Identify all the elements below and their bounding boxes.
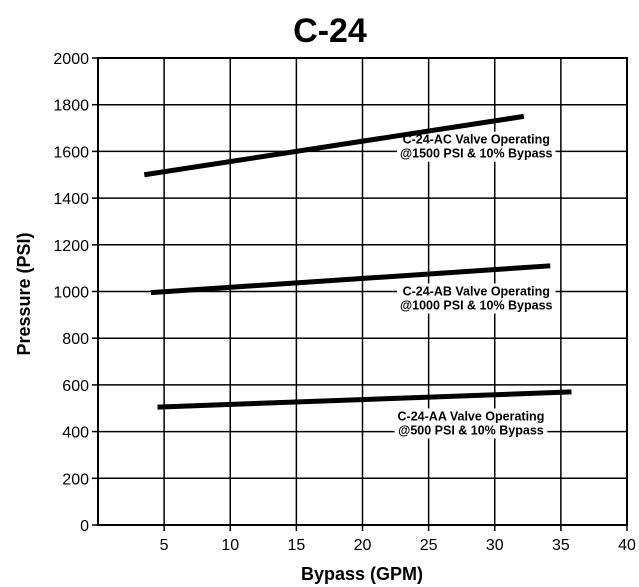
annotation-text: C-24-AA Valve Operating bbox=[398, 409, 545, 423]
annotation-text: C-24-AC Valve Operating bbox=[403, 133, 550, 147]
annotation-label: C-24-AC Valve Operating@1500 PSI & 10% B… bbox=[396, 131, 556, 162]
y-tick-label: 1000 bbox=[53, 285, 89, 302]
series-line bbox=[150, 263, 551, 296]
x-tick-label: 10 bbox=[221, 537, 239, 554]
annotation-label: C-24-AB Valve Operating@1000 PSI & 10% B… bbox=[396, 283, 556, 314]
y-tick-label: 400 bbox=[62, 425, 89, 442]
x-tick-label: 35 bbox=[552, 537, 570, 554]
y-tick-label: 1600 bbox=[53, 144, 89, 161]
x-axis-label: Bypass (GPM) bbox=[301, 564, 423, 584]
annotation-background bbox=[396, 131, 556, 162]
series-line bbox=[157, 389, 572, 410]
x-tick-label: 15 bbox=[287, 537, 305, 554]
y-axis-label: Pressure (PSI) bbox=[14, 232, 34, 355]
chart-title: C-24 bbox=[293, 12, 367, 50]
plot-frame bbox=[97, 57, 628, 526]
x-tick-label: 20 bbox=[354, 537, 372, 554]
y-tick-label: 200 bbox=[62, 471, 89, 488]
series-line bbox=[143, 113, 525, 178]
annotation-background bbox=[396, 283, 556, 314]
annotation-background bbox=[394, 408, 548, 439]
annotation-text: @1500 PSI & 10% Bypass bbox=[400, 147, 553, 161]
y-tick-label: 1400 bbox=[53, 191, 89, 208]
series bbox=[143, 113, 572, 410]
y-tick-label: 1200 bbox=[53, 238, 89, 255]
x-tick-label: 25 bbox=[420, 537, 438, 554]
x-tick-label: 5 bbox=[160, 537, 169, 554]
annotations: C-24-AC Valve Operating@1500 PSI & 10% B… bbox=[394, 131, 556, 439]
tick-labels: 5 10 15 20 25 30 35 400200400600800100012001400… bbox=[53, 51, 636, 554]
y-tick-label: 800 bbox=[62, 331, 89, 348]
annotation-label: C-24-AA Valve Operating@500 PSI & 10% By… bbox=[394, 408, 548, 439]
y-tick-label: 2000 bbox=[53, 51, 89, 68]
annotation-text: @500 PSI & 10% Bypass bbox=[398, 423, 544, 437]
y-tick-label: 1800 bbox=[53, 98, 89, 115]
y-tick-label: 600 bbox=[62, 378, 89, 395]
y-tick-label: 0 bbox=[80, 518, 89, 535]
x-tick-label: 40 bbox=[618, 537, 636, 554]
annotation-text: C-24-AB Valve Operating bbox=[403, 285, 550, 299]
x-tick-label: 30 bbox=[486, 537, 504, 554]
annotation-text: @1000 PSI & 10% Bypass bbox=[400, 299, 553, 313]
